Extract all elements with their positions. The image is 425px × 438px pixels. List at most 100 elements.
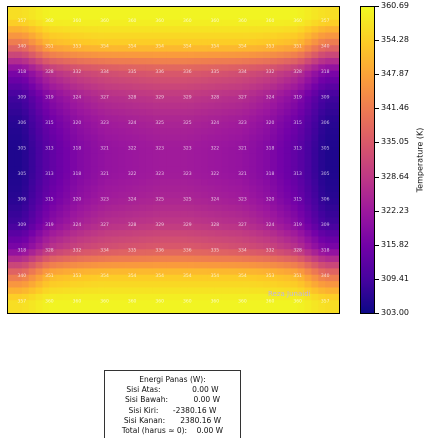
heatmap-cell-label: 327 [238,222,247,228]
colorbar-tick-label: 347.87 [381,69,409,79]
heatmap-cell-label: 322 [211,145,220,151]
heatmap-cell-label: 354 [183,43,192,49]
heatmap-cell-label: 325 [183,196,192,202]
heatmap-cell-label: 309 [321,222,330,228]
heatmap-cell-label: 313 [293,171,302,177]
heatmap-cell-label: 351 [45,43,54,49]
heatmap-cell-label: 357 [321,18,330,24]
colorbar-tick [375,74,379,76]
heatmap-cell-label: 360 [73,18,82,24]
heatmap-cell-label: 323 [155,145,164,151]
heatmap-cell-label: 354 [100,43,109,49]
colorbar-tick [375,176,379,178]
heatmap-cell-label: 318 [73,145,82,151]
heatmap-cell-label: 336 [155,69,164,75]
heatmap-cell-label: 329 [183,94,192,100]
heatmap-cell-label: 306 [321,196,330,202]
heatmap-cell-label: 306 [17,120,26,126]
heatmap-cell-label: 340 [17,43,26,49]
heatmap-cell-label: 351 [45,273,54,279]
colorbar-tick-label: 335.05 [381,137,409,147]
heatmap-cell-label: 360 [211,18,220,24]
colorbar-tick-label: 309.41 [381,273,409,283]
heatmap-cell-label: 321 [238,171,247,177]
heatmap-cell-label: 322 [211,171,220,177]
heatmap-cell-label: 327 [238,94,247,100]
heatmap-cell-label: 334 [100,247,109,253]
heatmap-cell-label: 320 [266,120,275,126]
heatmap-cell-label: 325 [155,120,164,126]
heatmap-cell-label: 323 [183,171,192,177]
legend-row-left: Sisi Kiri: -2380.16 W [128,405,217,415]
heatmap-cell-label: 354 [211,43,220,49]
heatmap-cell-label: 332 [73,247,82,253]
heatmap-cell-label: 318 [73,171,82,177]
heatmap-cell-label: 309 [17,94,26,100]
colorbar-tick-label: 341.46 [381,103,409,113]
colorbar-tick [375,278,379,280]
heatmap-cell-label: 318 [266,145,275,151]
heatmap-cell-label: 353 [266,273,275,279]
heatmap-cell-label: 305 [321,171,330,177]
heatmap-cell-label: 305 [17,171,26,177]
heatmap-cell-label: 318 [17,247,26,253]
heatmap-cell-label: 327 [100,94,109,100]
heatmap-cell-label: 336 [183,69,192,75]
heatmap-cell-label: 353 [73,43,82,49]
legend-row-bottom: Sisi Bawah: 0.00 W [125,395,220,405]
colorbar-tick [375,40,379,42]
heatmap-cell-label: 328 [45,69,54,75]
colorbar-tick-label: 315.82 [381,239,409,249]
heatmap-cell-label: 321 [100,145,109,151]
colorbar-label: Temperature (K) [415,127,425,193]
colorbar-tick [375,108,379,110]
heatmap-cell-label: 360 [266,18,275,24]
heatmap-cell-label: 328 [128,222,137,228]
heatmap-cell-label: 332 [73,69,82,75]
heatmap-cell-label: 334 [238,69,247,75]
heatmap-cell-label: 324 [211,196,220,202]
heatmap-cell-label: 360 [293,18,302,24]
heatmap-cell-label: 318 [266,171,275,177]
heatmap-cell-label: 360 [45,298,54,304]
heatmap-cell-label: 323 [183,145,192,151]
heatmap-cell-label: 325 [183,120,192,126]
heatmap-cell-label: 305 [17,145,26,151]
heatmap-cell-label: 351 [293,43,302,49]
heatmap-svg: 357 360 360 360 360 360 360 360 360 360 360 357 340 3… [8,7,339,313]
heatmap-cell-label: 323 [155,171,164,177]
heatmap-cell-label: 319 [45,222,54,228]
heatmap-cell-label: 334 [238,247,247,253]
heatmap-cell-label: 354 [183,273,192,279]
heatmap-cell-label: 357 [321,298,330,304]
heatmap-cell-label: 306 [321,120,330,126]
heatmap-cell-label: 313 [45,145,54,151]
heatmap-cell-label: 360 [293,298,302,304]
heatmap-cell-label: 315 [293,120,302,126]
heatmap-cell-label: 335 [211,69,220,75]
heatmap-cell-label: 340 [321,273,330,279]
heatmap-cell-label: 353 [266,43,275,49]
legend-row-total: Total (harus ≈ 0): 0.00 W [121,426,224,436]
heatmap-cell-label: 357 [17,298,26,304]
colorbar-tick [375,142,379,144]
heatmap-cell-label: 328 [211,222,220,228]
colorbar-tick-label: 354.28 [381,35,409,45]
colorbar-tick-label: 328.64 [381,171,409,181]
heatmap-cell-label: 329 [155,222,164,228]
heatmap-cell-label: 315 [293,196,302,202]
heatmap-cell-label: 336 [155,247,164,253]
energy-legend-box: Energi Panas (W): Sisi Atas: 0.00 W Sisi … [104,370,241,438]
heatmap-cell-label: 323 [238,120,247,126]
heatmap-cell-label: 354 [155,43,164,49]
heatmap-cell-label: 354 [128,273,137,279]
heatmap-cell-label: 329 [155,94,164,100]
heatmap-cell-label: 360 [211,298,220,304]
colorbar-tick [375,313,379,314]
heatmap-cell-label: 336 [183,247,192,253]
heatmap-cell-label: 319 [293,222,302,228]
heatmap-cell-label: 354 [100,273,109,279]
heatmap-cell-label: 319 [293,94,302,100]
heatmap-cell-label: 320 [73,120,82,126]
heatmap-cell-label: 322 [128,171,137,177]
